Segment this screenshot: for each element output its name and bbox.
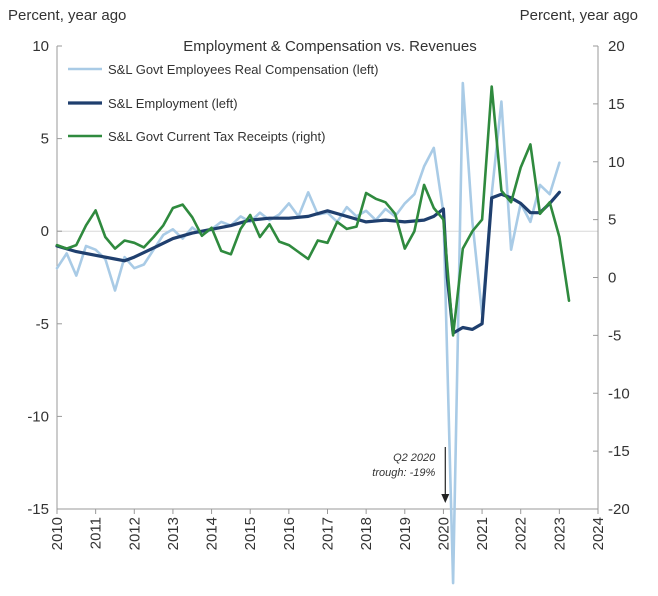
right-tick-label: -15 (608, 443, 630, 460)
x-tick-label: 2017 (320, 517, 337, 550)
x-axis: 2010 2011 2012 2013 2014 2015 2016 2017 2018 2019… (49, 509, 607, 550)
right-tick-label: -5 (608, 327, 621, 344)
right-tick-label: 5 (608, 212, 616, 229)
chart-title: Employment & Compensation vs. Revenues (183, 38, 476, 55)
left-tick-label: 10 (32, 38, 49, 55)
trough-annotation: Q2 2020 trough: -19% (372, 447, 450, 503)
right-tick-label: 10 (608, 154, 625, 171)
annotation-arrow-head (441, 494, 450, 503)
x-tick-label: 2019 (397, 517, 414, 550)
x-tick-label: 2018 (358, 517, 375, 550)
left-tick-label: -15 (27, 501, 49, 518)
right-tick-label: 20 (608, 38, 625, 55)
x-tick-label: 2023 (551, 517, 568, 550)
right-tick-label: 0 (608, 270, 616, 287)
x-tick-label: 2024 (590, 517, 607, 550)
legend-label: S&L Employment (left) (108, 96, 238, 111)
x-tick-label: 2014 (204, 517, 221, 550)
left-axis: 10 5 0 -5 -10 -15 (27, 38, 62, 518)
left-axis-unit-label: Percent, year ago (8, 7, 126, 24)
x-tick-label: 2021 (474, 517, 491, 550)
annotation-text: trough: -19% (372, 467, 435, 479)
legend: S&L Govt Employees Real Compensation (le… (68, 62, 378, 144)
legend-label: S&L Govt Employees Real Compensation (le… (108, 62, 378, 77)
left-tick-label: -10 (27, 408, 49, 425)
x-tick-label: 2012 (126, 517, 143, 550)
left-tick-label: 0 (41, 223, 49, 240)
x-tick-label: 2010 (49, 517, 66, 550)
left-tick-label: 5 (41, 131, 49, 148)
plot-frame (56, 46, 599, 510)
legend-label: S&L Govt Current Tax Receipts (right) (108, 129, 325, 144)
series-line-tax-receipts (55, 85, 571, 337)
series-layer (55, 81, 571, 585)
right-tick-label: -20 (608, 501, 630, 518)
x-tick-label: 2022 (513, 517, 530, 550)
x-tick-label: 2020 (435, 517, 452, 550)
series-line-real-compensation (55, 81, 561, 585)
right-axis: 20 15 10 5 0 -5 -10 -15 -20 (593, 38, 630, 518)
right-tick-label: -10 (608, 385, 630, 402)
x-tick-label: 2011 (88, 517, 105, 549)
x-tick-label: 2013 (165, 517, 182, 550)
left-tick-label: -5 (36, 316, 49, 333)
x-tick-label: 2016 (281, 517, 298, 550)
right-tick-label: 15 (608, 96, 625, 113)
right-axis-unit-label: Percent, year ago (520, 7, 638, 24)
series-line-employment (55, 190, 562, 335)
x-tick-label: 2015 (242, 517, 259, 550)
annotation-text: Q2 2020 (393, 452, 436, 464)
